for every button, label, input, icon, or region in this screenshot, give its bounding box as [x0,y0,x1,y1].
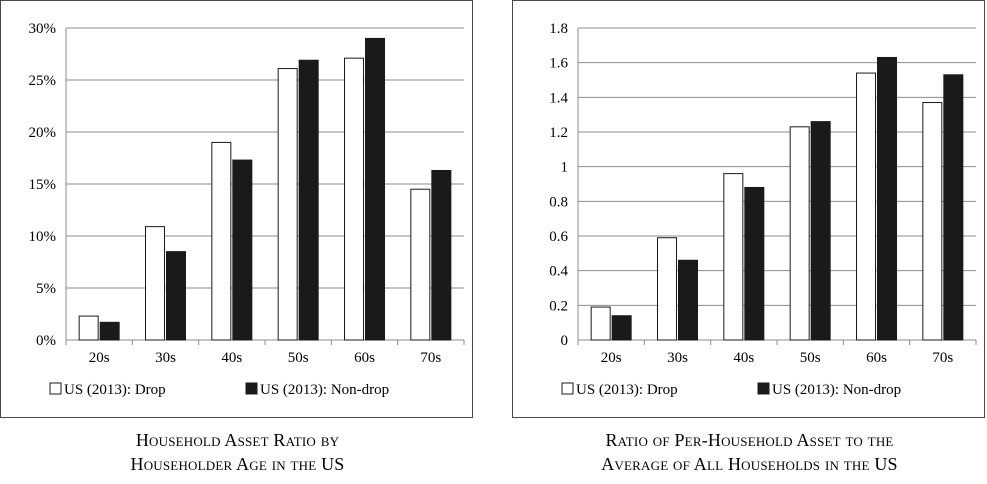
legend-swatch-non-drop [757,382,770,395]
bar-non-drop-60s [365,37,385,341]
bar-non-drop-40s [232,159,253,341]
bar-chart-asset-ratio: 0% 5% 10% 15% 20% 25% 30% 20s 30s 40s 50s 60s 70s US … [29,21,465,398]
bar-drop-40s [211,141,232,341]
legend-swatch-drop [561,382,574,395]
bar-non-drop-70s [431,169,452,341]
caption-line-1: Ratio of Per-Household Asset to the [605,430,894,450]
bar-drop-20s [78,315,99,341]
bar-drop-60s [856,72,876,341]
x-tick-label: 70s [932,350,953,366]
x-tick-label: 30s [155,350,176,366]
bar-drop-40s [723,173,744,341]
bar-non-drop-60s [877,56,897,341]
bar-non-drop-20s [611,315,632,341]
bar-drop-70s [410,188,431,341]
x-tick-label: 20s [601,350,622,366]
y-tick-label: 0 [561,333,569,349]
x-tick-label: 70s [420,350,441,366]
y-tick-label: 1.4 [549,90,568,106]
y-tick-label: 25% [29,73,57,89]
bar-drop-30s [145,226,165,341]
x-tick-label: 40s [733,350,754,366]
x-tick-label: 50s [288,350,309,366]
bar-non-drop-30s [678,259,698,341]
legend-swatch-non-drop [245,382,258,395]
y-tick-label: 0.4 [549,264,568,280]
y-tick-label: 0.8 [549,194,568,210]
legend-label-non-drop: US (2013): Non-drop [772,382,901,398]
y-tick-label: 1.6 [549,56,568,72]
y-tick-label: 1.8 [549,21,568,37]
legend-label-drop: US (2013): Drop [64,382,166,398]
bar-chart-per-household-ratio: 0 0.2 0.4 0.6 0.8 1 1.2 1.4 1.6 1.8 20s 30s 40s 50s 60… [549,21,977,398]
legend-label-non-drop: US (2013): Non-drop [260,382,389,398]
x-tick-label: 60s [866,350,887,366]
x-tick-label: 40s [221,350,242,366]
bar-drop-20s [590,306,611,341]
y-tick-label: 0.6 [549,229,568,245]
y-tick-label: 20% [29,125,57,141]
x-tick-label: 20s [89,350,110,366]
chart-caption: Ratio of Per-Household Asset to the Aver… [512,428,987,476]
y-tick-label: 5% [36,281,56,297]
bar-non-drop-50s [298,59,319,341]
bar-drop-50s [789,126,810,341]
bar-drop-30s [657,237,677,341]
y-tick-label: 10% [29,229,57,245]
y-tick-label: 15% [29,177,57,193]
caption-line-2: Average of All Households in the US [601,454,898,474]
x-tick-label: 50s [800,350,821,366]
y-tick-label: 0.2 [549,298,568,314]
x-tick-label: 60s [354,350,375,366]
y-tick-label: 1 [561,160,569,176]
caption-line-1: Household Asset Ratio by [135,430,340,450]
bar-drop-50s [277,68,298,341]
bar-non-drop-70s [943,74,964,341]
legend-swatch-drop [49,382,62,395]
bar-non-drop-40s [744,186,765,341]
legend-label-drop: US (2013): Drop [576,382,678,398]
bar-drop-60s [344,57,364,341]
bar-non-drop-20s [99,321,120,341]
caption-line-2: Householder Age in the US [130,454,345,474]
bar-drop-70s [922,102,943,341]
y-tick-label: 0% [36,333,56,349]
chart-caption: Household Asset Ratio by Householder Age… [0,428,475,476]
bar-non-drop-30s [166,251,186,341]
x-tick-label: 30s [667,350,688,366]
bar-non-drop-50s [810,121,831,341]
y-tick-label: 30% [29,21,57,37]
y-tick-label: 1.2 [549,125,568,141]
